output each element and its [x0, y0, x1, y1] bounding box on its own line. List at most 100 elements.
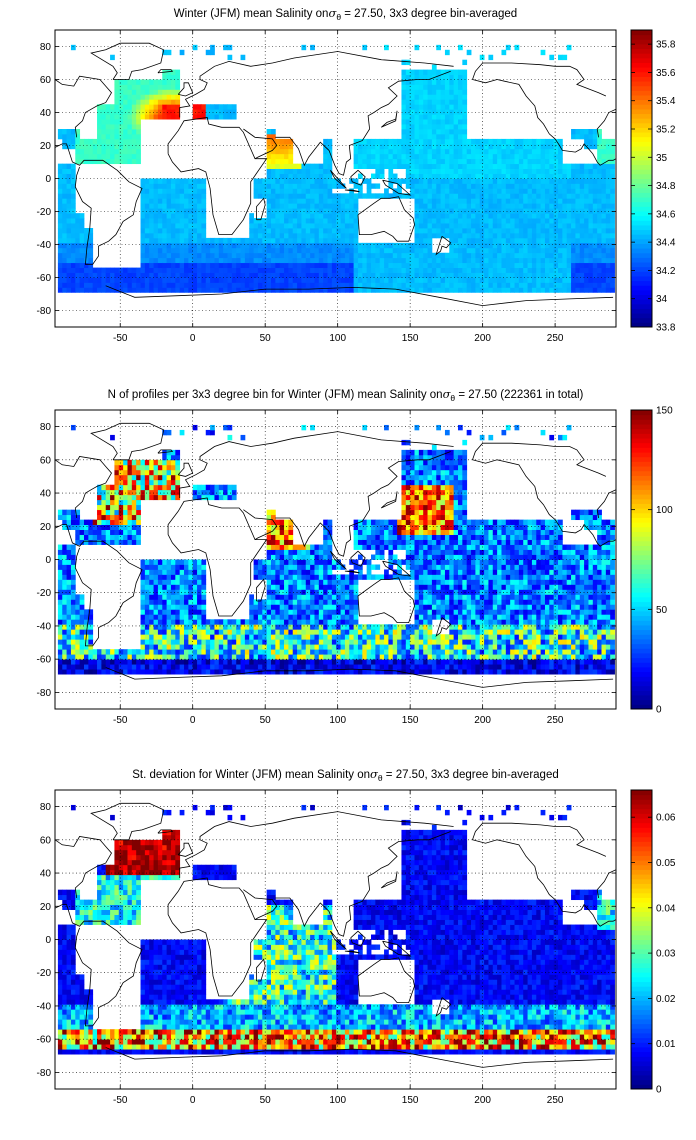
colorbar-segment [631, 81, 652, 87]
heat-cell [484, 163, 489, 169]
heat-cell [336, 272, 341, 278]
heat-cell [449, 114, 455, 120]
heat-cell [105, 267, 111, 273]
heat-cell [62, 634, 67, 640]
heat-cell [110, 119, 115, 125]
heat-cell [131, 469, 137, 476]
heat-cell [201, 609, 207, 615]
heat-cell [279, 584, 285, 590]
heat-cell [66, 644, 72, 650]
heat-cell [453, 69, 459, 75]
heat-cell [249, 277, 254, 283]
heat-cell [57, 257, 63, 264]
heat-cell [253, 609, 259, 615]
heat-cell [266, 599, 272, 605]
heat-cell [275, 559, 281, 565]
heat-cell [62, 277, 67, 283]
heat-cell [275, 287, 281, 293]
heat-cell [292, 213, 298, 219]
heat-cell [144, 639, 150, 645]
heat-cell [301, 183, 307, 189]
heat-cell [270, 282, 276, 288]
heat-cell [231, 109, 237, 115]
heat-cell [253, 559, 259, 565]
heat-cell [523, 242, 528, 249]
heat-cell [144, 654, 150, 660]
heat-cell [462, 267, 468, 273]
heat-cell [518, 148, 524, 155]
heat-cell [327, 148, 333, 155]
heat-cell [157, 89, 163, 95]
heat-cell [453, 228, 459, 234]
heat-cell [531, 242, 537, 249]
heat-cell [223, 494, 228, 501]
heat-cell [262, 614, 268, 620]
heat-cell [288, 232, 294, 239]
heat-cell [249, 649, 254, 655]
heat-cell [453, 119, 459, 125]
heat-cell [440, 89, 446, 95]
heat-cell [175, 589, 181, 595]
heat-cell [218, 619, 224, 625]
heat-cell [423, 114, 428, 120]
heat-cell [127, 99, 133, 105]
heat-cell [575, 262, 581, 268]
heat-cell [175, 99, 181, 105]
heat-cell [240, 634, 246, 640]
heat-cell [153, 659, 159, 665]
heat-cell [371, 153, 376, 160]
heat-cell [297, 267, 302, 273]
heat-cell [62, 604, 67, 610]
heat-cell [236, 257, 241, 264]
heat-cell [127, 89, 133, 95]
heat-cell [471, 213, 476, 219]
heat-cell [318, 267, 324, 273]
heat-cell [423, 188, 428, 194]
heat-cell [571, 193, 576, 199]
heat-cell [62, 564, 67, 570]
heat-cell [405, 242, 411, 249]
heat-cell [531, 232, 537, 239]
heat-cell [136, 124, 141, 130]
heat-cell [414, 267, 420, 273]
heat-cell [514, 208, 520, 214]
heat-cell [149, 584, 154, 590]
heat-cell [101, 129, 107, 135]
heat-cell [270, 203, 276, 209]
heat-cell [462, 223, 468, 229]
heat-cell [292, 203, 298, 209]
heat-cell [405, 124, 411, 130]
heat-cell [553, 193, 559, 199]
heat-cell [527, 163, 533, 169]
heat-cell [149, 272, 154, 278]
heat-cell [366, 287, 372, 293]
heat-cell [88, 519, 94, 526]
heat-cell [427, 287, 433, 293]
heat-cell [149, 624, 154, 630]
heat-cell [149, 247, 154, 254]
heat-cell [597, 282, 602, 288]
heat-cell [427, 94, 433, 100]
heat-cell [105, 659, 111, 665]
heat-cell [131, 489, 137, 496]
heat-cell [57, 247, 63, 254]
heat-cell [510, 203, 515, 209]
heat-cell [144, 237, 150, 244]
heat-cell [162, 664, 168, 670]
heat-cell [410, 143, 415, 150]
heat-cell [136, 469, 141, 476]
heat-cell [153, 104, 159, 110]
heat-cell [253, 639, 259, 645]
heat-cell [279, 659, 285, 665]
heat-cell [214, 267, 220, 273]
heat-cell [284, 223, 289, 229]
heat-cell [488, 237, 494, 244]
heat-cell [123, 119, 128, 125]
heat-cell [575, 203, 581, 209]
heat-cell [266, 218, 272, 224]
heat-cell [410, 124, 415, 130]
heat-cell [418, 178, 424, 184]
heat-cell [284, 664, 289, 670]
heat-cell [57, 594, 63, 600]
heat-cell [210, 247, 215, 254]
